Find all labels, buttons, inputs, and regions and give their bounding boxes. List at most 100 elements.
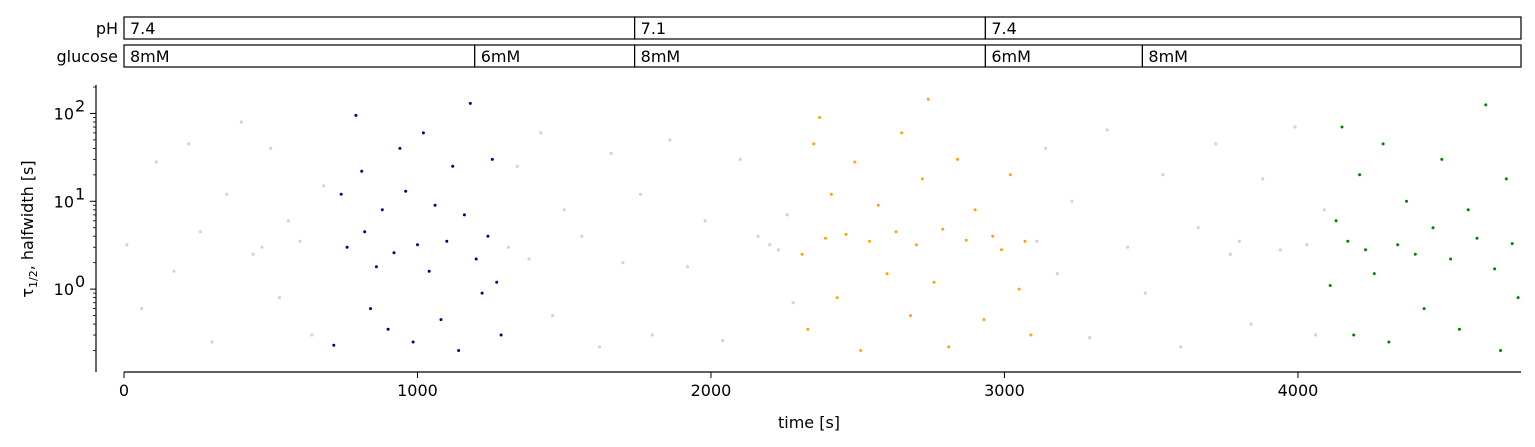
data-point <box>1493 267 1497 271</box>
y-axis-label-rest: , halfwidth [s] <box>18 160 37 270</box>
data-point <box>947 345 951 349</box>
data-point <box>964 238 968 242</box>
data-point <box>859 349 863 352</box>
data-point <box>457 349 461 352</box>
data-point <box>198 230 202 234</box>
data-point <box>1179 345 1183 349</box>
data-point <box>386 327 390 331</box>
scatter-series <box>1328 103 1520 352</box>
data-point <box>818 116 822 119</box>
data-point <box>1328 284 1332 287</box>
data-point <box>251 252 255 256</box>
data-point <box>550 314 555 318</box>
data-point <box>1387 340 1391 344</box>
data-point <box>506 245 511 249</box>
condition-segment-label: 6mM <box>991 47 1031 66</box>
data-point <box>1504 177 1508 181</box>
data-point <box>609 151 613 156</box>
condition-label: glucose <box>56 47 118 66</box>
data-point <box>1516 296 1520 300</box>
data-point <box>1105 128 1109 132</box>
data-point <box>1364 248 1367 252</box>
data-point <box>685 265 690 269</box>
data-point <box>1475 236 1479 240</box>
data-point <box>1314 333 1318 337</box>
data-point <box>1484 103 1488 107</box>
data-point <box>1431 226 1435 230</box>
data-point <box>562 208 566 212</box>
data-point <box>909 314 912 318</box>
data-point <box>1214 142 1218 146</box>
y-tick-exponent: 0 <box>75 272 85 291</box>
data-point <box>1405 199 1408 203</box>
data-point <box>1305 243 1309 247</box>
data-point <box>956 157 959 161</box>
scatter-series <box>332 101 503 352</box>
data-point <box>991 234 995 238</box>
data-point <box>398 146 402 150</box>
data-point <box>1126 245 1130 249</box>
data-point <box>172 269 176 273</box>
condition-segment-label: 8mM <box>641 47 681 66</box>
condition-segment-label: 8mM <box>1148 47 1188 66</box>
data-point <box>1228 252 1232 256</box>
data-point <box>1322 208 1326 212</box>
data-point <box>1499 349 1502 352</box>
data-point <box>140 307 144 311</box>
y-tick-label: 10 <box>54 192 74 211</box>
data-point <box>539 131 543 135</box>
data-point <box>298 239 302 243</box>
data-point <box>1449 257 1453 261</box>
data-point <box>1008 173 1012 177</box>
data-point <box>210 340 214 344</box>
data-point <box>1055 272 1059 276</box>
data-point <box>835 296 839 300</box>
data-point <box>427 269 431 273</box>
data-point <box>286 219 290 223</box>
data-point <box>800 252 804 256</box>
data-point <box>1143 291 1147 295</box>
data-point <box>1340 125 1344 129</box>
data-point <box>823 236 827 240</box>
data-point <box>1023 239 1027 243</box>
x-axis-ticks: 0 1000 2000 3000 4000 <box>119 372 1318 400</box>
data-point <box>345 245 349 249</box>
x-tick-label: 2000 <box>691 381 732 400</box>
data-point <box>1422 307 1426 311</box>
condition-segment-label: 7.1 <box>641 19 666 38</box>
data-point <box>363 230 367 234</box>
data-point <box>239 120 243 124</box>
y-tick-label: 10 <box>54 280 74 299</box>
data-point <box>310 333 314 337</box>
x-axis-label: time [s] <box>778 413 840 432</box>
data-point <box>1044 146 1048 150</box>
x-tick-label: 4000 <box>1278 381 1319 400</box>
condition-label: pH <box>96 19 118 38</box>
data-point <box>468 101 472 105</box>
data-point <box>392 251 396 255</box>
data-point <box>1196 226 1200 230</box>
data-point <box>332 343 336 347</box>
data-point <box>527 257 531 261</box>
data-point <box>885 272 889 276</box>
data-point <box>445 239 449 243</box>
data-point <box>876 203 880 207</box>
data-point <box>354 113 358 117</box>
data-point <box>380 208 384 212</box>
y-axis-label-symbol: τ <box>18 288 37 298</box>
data-point <box>1381 142 1385 146</box>
data-point <box>806 327 810 331</box>
data-point <box>451 164 455 168</box>
data-point <box>1440 157 1444 161</box>
condition-segment-label: 8mM <box>130 47 170 66</box>
data-point <box>269 146 273 150</box>
data-point <box>853 160 857 164</box>
condition-segment-label: 6mM <box>481 47 521 66</box>
data-point <box>490 157 494 161</box>
data-point <box>941 227 945 231</box>
data-point <box>1396 243 1400 247</box>
data-point <box>1457 327 1461 331</box>
scatter-series <box>800 97 1033 352</box>
data-point <box>829 192 833 196</box>
